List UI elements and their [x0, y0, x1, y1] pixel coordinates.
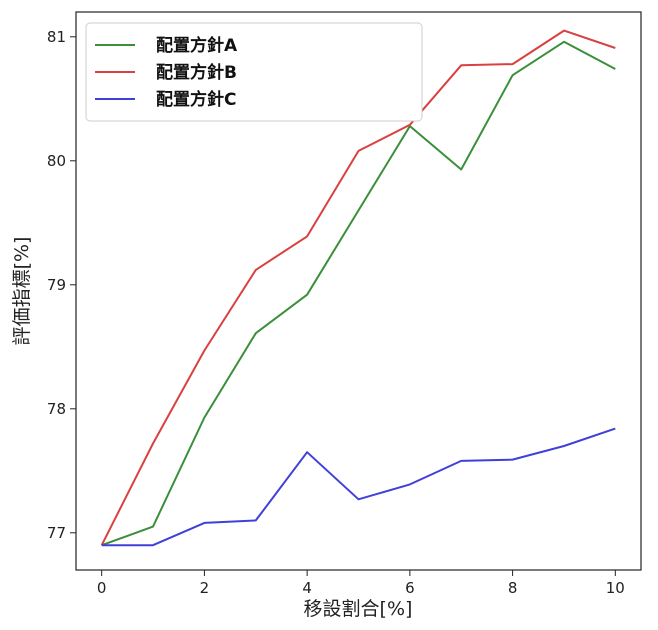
x-axis: 0 2 4 6 8 10 — [97, 570, 625, 597]
y-tick-label: 77 — [47, 524, 66, 542]
y-tick-label: 78 — [47, 400, 66, 418]
series-line — [100, 29, 616, 546]
x-tick-label: 0 — [97, 579, 107, 597]
y-tick-label: 81 — [47, 28, 66, 46]
y-tick-label: 80 — [47, 152, 66, 170]
plot-frame — [75, 11, 642, 571]
y-tick-label: 79 — [47, 276, 66, 294]
x-axis-label: 移設割合[%] — [304, 598, 413, 620]
x-tick-label: 10 — [606, 579, 625, 597]
legend: 配置方針A 配置方針B 配置方針C — [85, 22, 423, 122]
legend-label: 配置方針C — [156, 89, 236, 110]
legend-label: 配置方針B — [156, 62, 237, 83]
x-tick-label: 6 — [405, 579, 415, 597]
series-line — [101, 427, 616, 547]
x-tick-label: 4 — [302, 579, 312, 597]
legend-box — [85, 22, 423, 122]
x-tick-label: 2 — [200, 579, 210, 597]
y-axis-label: 評価指標[%] — [11, 237, 33, 346]
series-line — [101, 40, 616, 547]
legend-label: 配置方針A — [156, 35, 238, 56]
series-lines — [100, 29, 616, 547]
x-tick-label: 8 — [508, 579, 518, 597]
y-axis: 77 78 79 80 81 — [47, 28, 76, 542]
